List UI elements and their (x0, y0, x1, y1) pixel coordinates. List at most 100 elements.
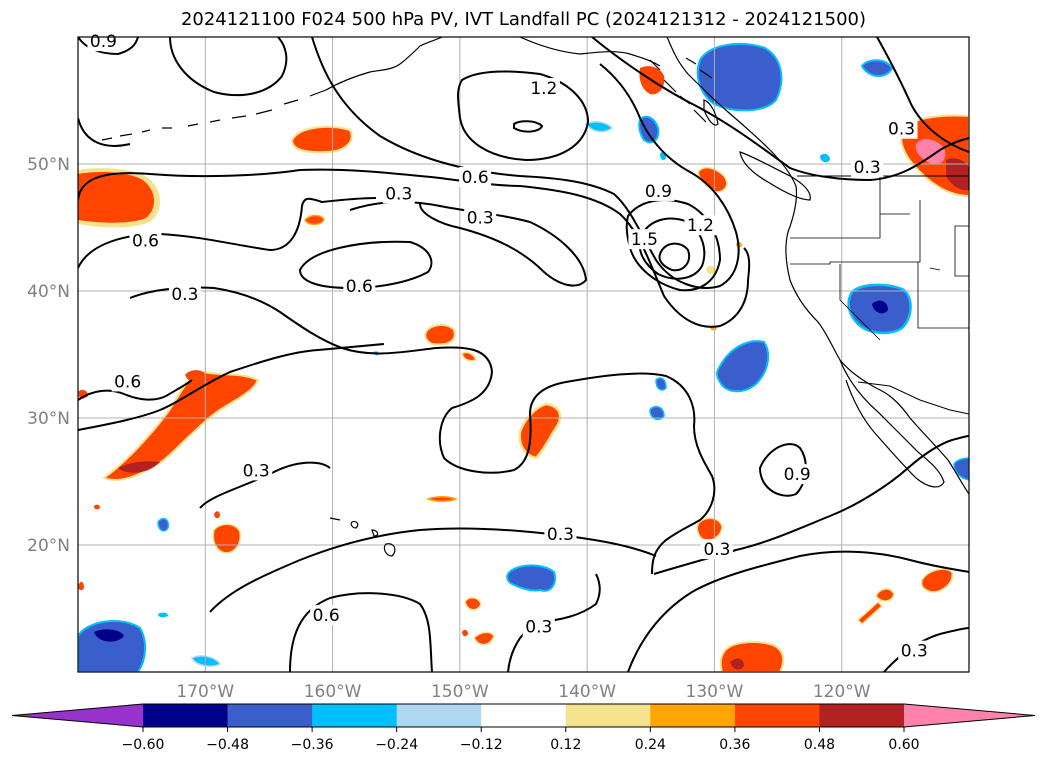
contour-label: 0.6 (313, 606, 340, 626)
contour-label-background (527, 78, 560, 99)
colorbar-tick-label: −0.24 (375, 737, 418, 753)
positive-anomaly-regions (78, 66, 969, 672)
gridlines (78, 37, 969, 672)
contour-label: 0.9 (90, 32, 117, 52)
colorbar-extend-high (904, 704, 1035, 727)
aleutian-islands (101, 89, 327, 141)
contour-label: 0.3 (385, 184, 412, 204)
pv-contour-inner-north (513, 120, 544, 133)
haida-gwaii (703, 99, 719, 126)
contour-label-background (700, 539, 733, 560)
colorbar-tick-label: 0.36 (719, 737, 750, 753)
colorbar-segment (396, 704, 482, 727)
contour-label-background (129, 230, 162, 251)
lat-tick-label: 20°N (27, 536, 70, 556)
colorbar-segment (819, 704, 905, 727)
alaska-peninsula-coast (325, 37, 443, 91)
colorbar-tick-label: −0.12 (460, 737, 503, 753)
lon-tick-label: 140°W (558, 682, 616, 702)
contour-label-background (459, 166, 492, 187)
map-title: 2024121100 F024 500 hPa PV, IVT Landfall… (180, 9, 867, 30)
pv-contour-0.3-far-se (883, 627, 969, 672)
contour-label-background (240, 460, 273, 481)
contour-label-background (111, 371, 144, 392)
pv-contour-0.9-mid (311, 37, 740, 289)
pv-contour-0.6-closed (298, 240, 433, 290)
contour-label: 0.6 (132, 231, 159, 251)
contour-label: 1.2 (687, 216, 714, 236)
contour-label-background (544, 523, 577, 544)
contour-label: 0.6 (346, 277, 373, 297)
pv-contour-0.6-south (289, 592, 433, 672)
contour-label-background (168, 283, 201, 304)
lon-tick-label: 120°W (813, 682, 871, 702)
contour-label-background (781, 464, 814, 485)
contour-label-background (343, 276, 376, 297)
pv-contour-0.9-nw (78, 37, 139, 56)
longitude-tick-labels: 170°W 160°W 150°W 140°W 130°W 120°W (176, 682, 870, 702)
pv-contour-inner (658, 242, 690, 272)
colorbar-segment (481, 704, 567, 727)
contour-label-background (382, 183, 415, 204)
colorbar-segment (734, 704, 820, 727)
coastlines (101, 37, 969, 557)
colorbar-tick-label: 0.48 (804, 737, 835, 753)
colorbar-segment (227, 704, 313, 727)
pv-contour-0.9-north (169, 37, 288, 97)
ivt-pc-shading (78, 43, 969, 672)
contour-label-background (684, 215, 717, 236)
contour-label: 0.3 (901, 642, 928, 662)
contour-label: 0.6 (462, 168, 489, 188)
latitude-tick-labels: 20°N 30°N 40°N 50°N (27, 155, 70, 556)
north-america-coast (666, 37, 969, 495)
contour-label-background (898, 640, 931, 661)
contour-label: 0.3 (547, 525, 574, 545)
contour-label: 0.3 (243, 461, 270, 481)
colorbar-tick-label: 0.12 (550, 737, 581, 753)
colorbar-tick-label: −0.48 (206, 737, 249, 753)
colorbar-segment (312, 704, 398, 727)
lon-tick-label: 170°W (176, 682, 234, 702)
gulf-of-alaska-coast (519, 37, 661, 67)
contour-label: 0.3 (525, 618, 552, 638)
contour-label: 0.3 (171, 285, 198, 305)
contour-label-background (464, 207, 497, 228)
map-frame (77, 36, 970, 673)
colorbar: −0.60 −0.48 −0.36 −0.24 −0.12 0.12 0.24 0.36 0.4… (11, 703, 1036, 753)
colorbar-segment (143, 704, 229, 727)
contour-label: 0.3 (854, 158, 881, 178)
colorbar-tick-label: −0.36 (291, 737, 334, 753)
pv-contour-0.3-equator (209, 527, 657, 613)
contour-label-background (642, 180, 675, 201)
pv-contour-0.3-south-east (627, 550, 969, 672)
colorbar-tick-label: 0.24 (635, 737, 666, 753)
contour-label: 1.5 (631, 230, 658, 250)
lat-tick-label: 40°N (27, 282, 70, 302)
pv-contour-0.3-far-east (876, 37, 969, 153)
contour-label: 0.6 (114, 372, 141, 392)
pv-contour-0.3-sw (78, 343, 385, 431)
pv-contour-0.3-east (591, 37, 969, 182)
hawaiian-islands (329, 517, 396, 557)
pv-contour-0.3-north (78, 117, 588, 287)
contour-label-background (885, 118, 918, 139)
contour-labels: 0.9 1.2 0.3 0.3 0.6 0.9 0.3 0.3 1.2 1.5 0.6 0.6 0.3 0… (87, 31, 931, 662)
pv-contour-1.5 (638, 217, 706, 280)
contour-label: 0.3 (703, 540, 730, 560)
pv-contour-0.3-south-loop (507, 573, 601, 672)
negative-anomaly-regions (78, 43, 969, 672)
contour-label-background (87, 31, 120, 52)
contour-label: 0.9 (645, 182, 672, 202)
colorbar-segment (565, 704, 651, 727)
pv-contour-0.6-north (78, 168, 751, 328)
vancouver-island (739, 151, 811, 201)
contour-label-background (851, 156, 884, 177)
colorbar-tick-label: −0.60 (122, 737, 165, 753)
baja-peninsula-coast (839, 359, 945, 488)
lon-tick-label: 130°W (686, 682, 744, 702)
pv-contour-0.3-mid-west (129, 286, 716, 575)
contour-label: 1.2 (530, 79, 557, 99)
colorbar-tick-label: 0.60 (888, 737, 919, 753)
contour-label: 0.3 (888, 120, 915, 140)
